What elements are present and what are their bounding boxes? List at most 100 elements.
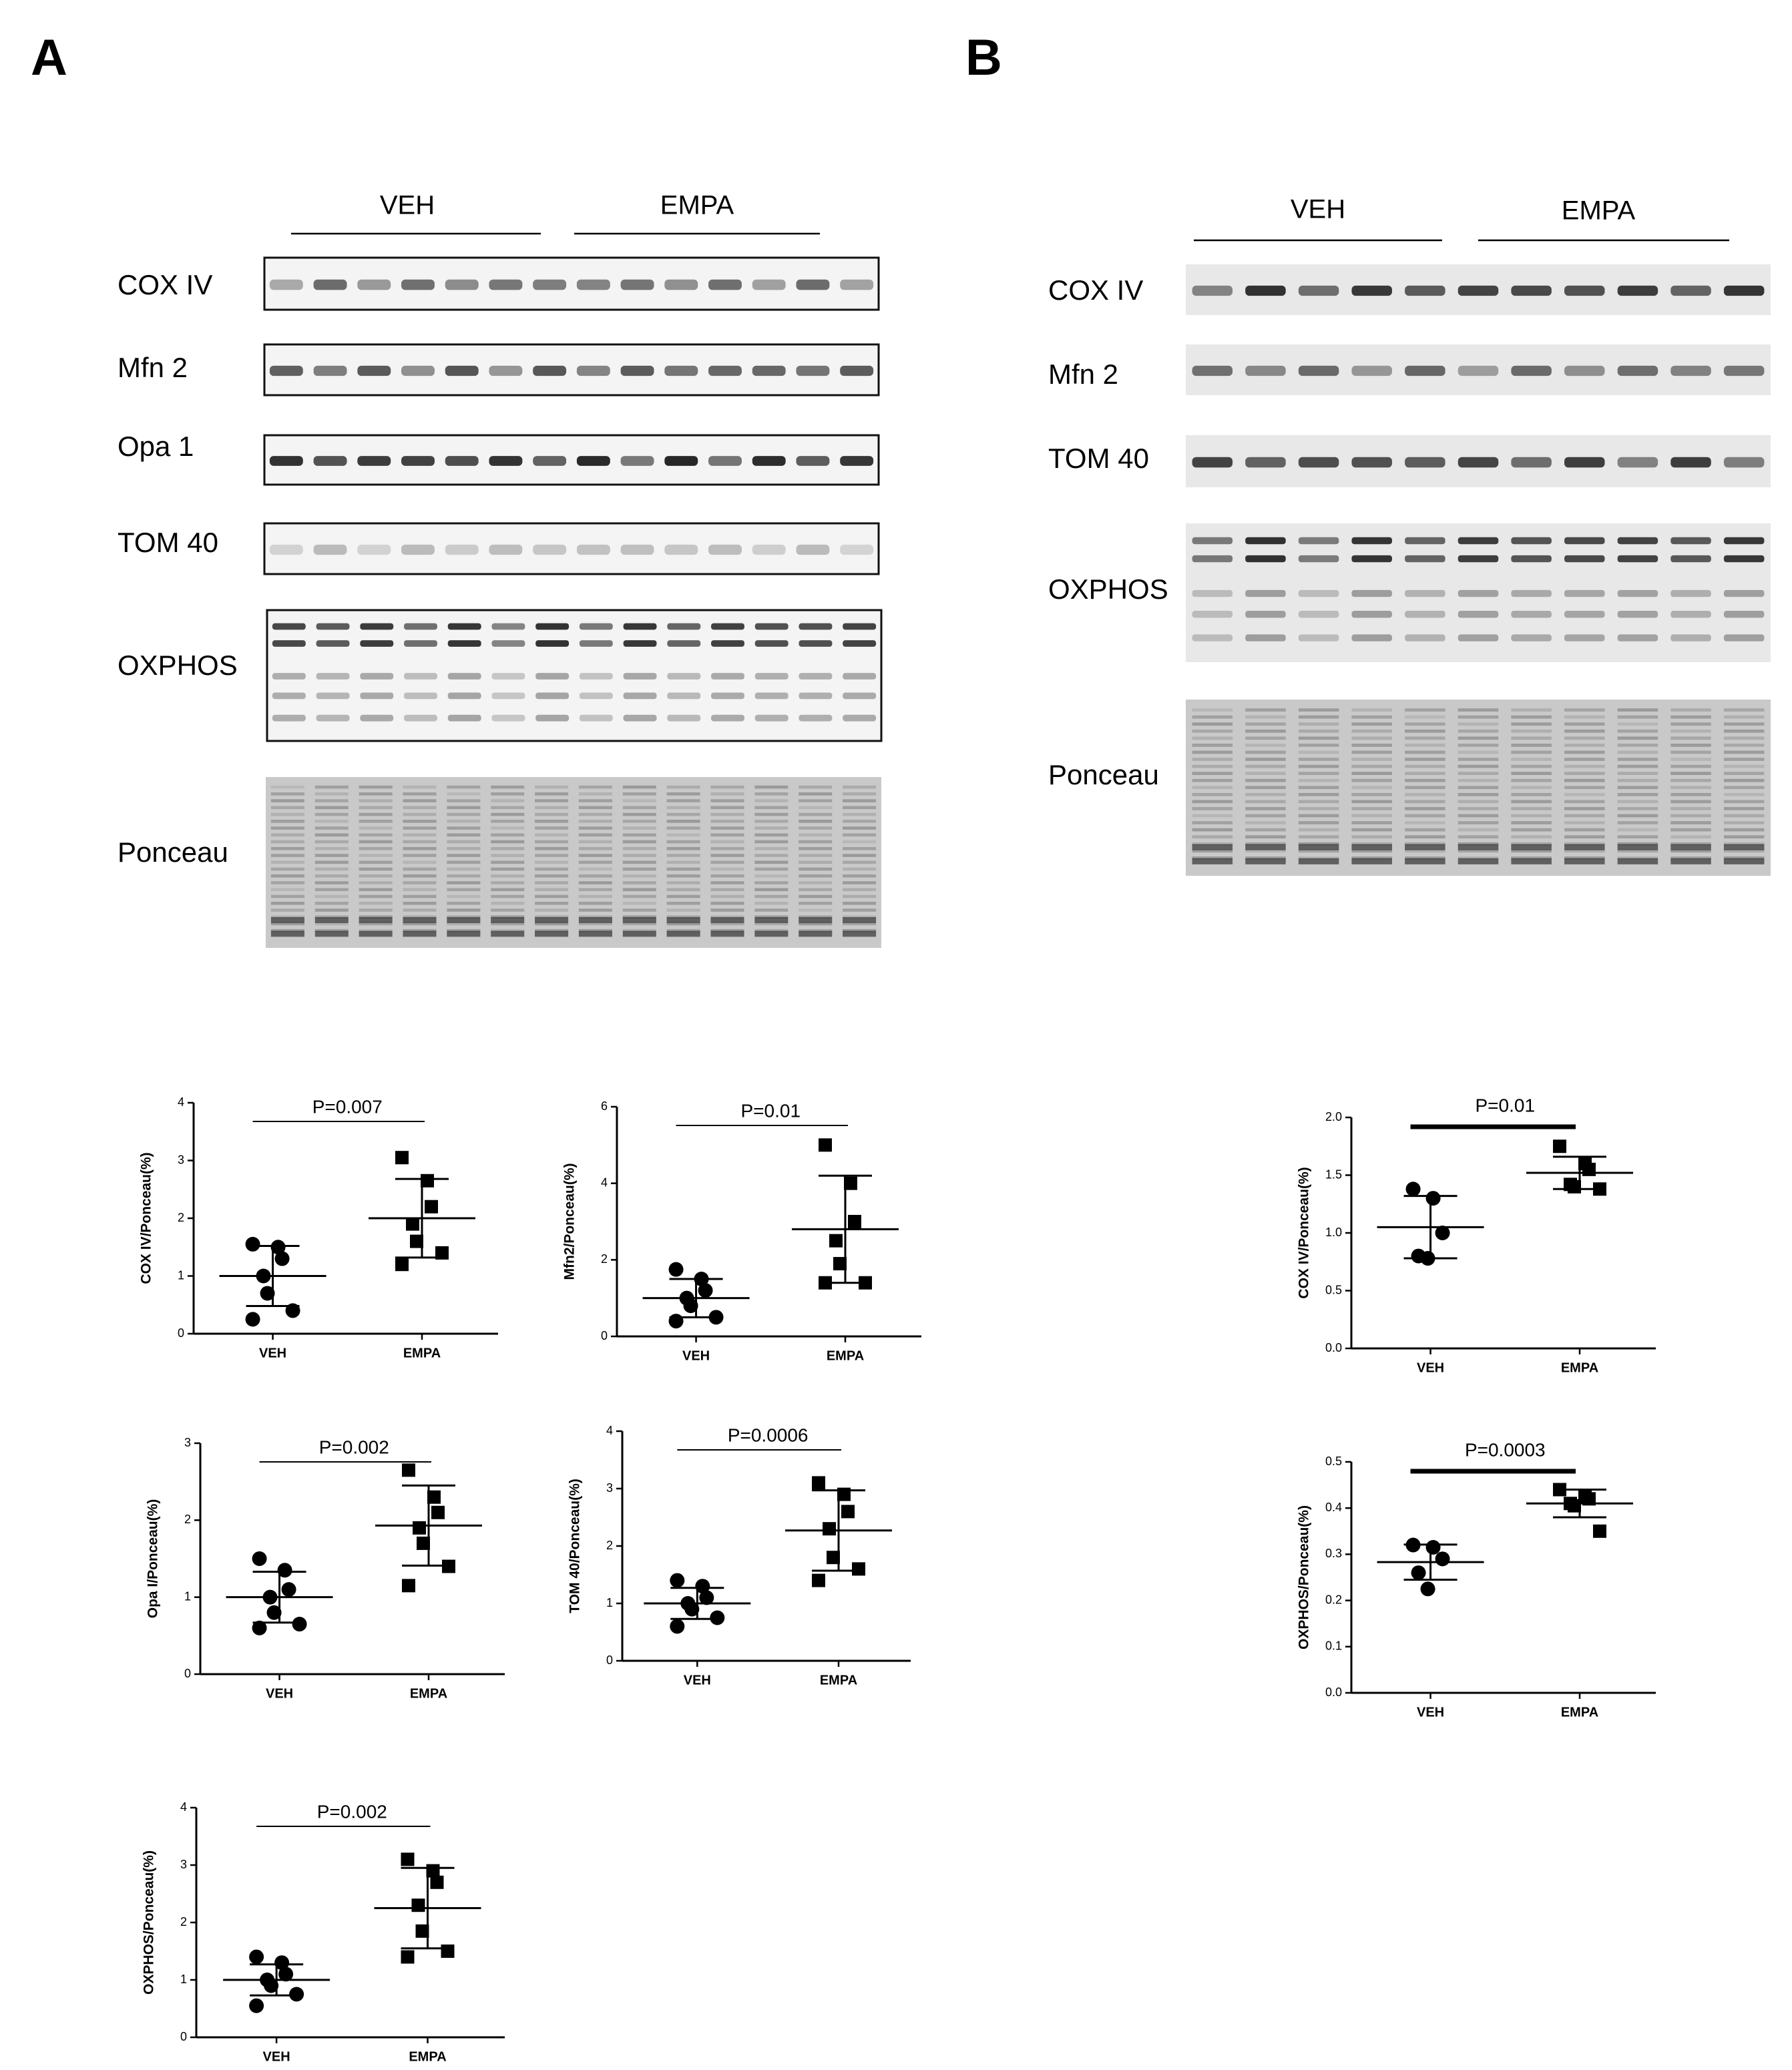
ponceau-band [1298, 858, 1339, 864]
ponceau-streak [1564, 828, 1605, 832]
ponceau-streak [1351, 778, 1392, 782]
ponceau-streak [799, 812, 833, 816]
ponceau-band [1405, 844, 1445, 850]
ponceau-streak [1458, 814, 1499, 818]
y-tick-label: 3 [180, 1858, 187, 1871]
ponceau-streak [270, 860, 304, 864]
ponceau-streak [1192, 828, 1233, 832]
ponceau-streak [754, 792, 789, 796]
ponceau-streak [1511, 856, 1552, 860]
ponceau-streak [314, 812, 349, 816]
data-point [684, 1601, 700, 1617]
ponceau-streak [799, 792, 833, 796]
ponceau-streak [1511, 722, 1552, 726]
ponceau-streak [1458, 786, 1499, 790]
ponceau-streak [447, 806, 481, 810]
ponceau-streak [1405, 835, 1445, 839]
blot-band [1351, 285, 1392, 296]
ponceau-streak [270, 833, 304, 837]
ponceau-streak [710, 799, 744, 802]
blot-band [623, 692, 657, 700]
p-value: P=0.007 [312, 1096, 383, 1117]
ponceau-streak [1670, 786, 1711, 790]
ponceau-streak [1564, 708, 1605, 712]
y-tick-label: 0.0 [1325, 1686, 1342, 1699]
y-axis-label: OXPHOS/Ponceau(%) [142, 1850, 157, 1995]
blot-band [1351, 634, 1392, 641]
ponceau-streak [1511, 792, 1552, 796]
ponceau-streak [1617, 715, 1658, 719]
blot-band [489, 365, 523, 376]
ponceau-streak [359, 894, 393, 898]
ponceau-streak [1564, 786, 1605, 790]
ponceau-streak [1617, 744, 1658, 747]
blot-band [843, 692, 877, 700]
data-point [1405, 1182, 1421, 1197]
ponceau-streak [270, 826, 304, 830]
ponceau-streak [403, 929, 437, 933]
ponceau-streak [1564, 821, 1605, 824]
ponceau-streak [535, 826, 569, 830]
ponceau-band [622, 931, 656, 937]
blot-band [401, 279, 435, 290]
data-point [1553, 1139, 1566, 1153]
ponceau-streak [1617, 849, 1658, 853]
ponceau-streak [1617, 722, 1658, 726]
ponceau-streak [1192, 814, 1233, 818]
ponceau-streak [710, 909, 744, 912]
blot-band [752, 544, 786, 555]
x-tick-label: VEH [263, 2049, 290, 2064]
ponceau-streak [1511, 758, 1552, 761]
blot-band [313, 279, 347, 290]
ponceau-streak [491, 894, 525, 898]
ponceau-streak [403, 867, 437, 871]
data-point [833, 1257, 847, 1271]
blot-band [1192, 555, 1233, 563]
ponceau-streak [314, 867, 349, 871]
ponceau-streak [710, 820, 744, 823]
ponceau-streak [754, 820, 789, 823]
ponceau-streak [1511, 772, 1552, 775]
ponceau-streak [1564, 736, 1605, 740]
blot-band [843, 623, 877, 630]
ponceau-streak [843, 881, 877, 884]
ponceau-streak [1458, 800, 1499, 804]
blot-band [533, 456, 567, 466]
ponceau-streak [754, 840, 789, 844]
blot-band [1351, 589, 1392, 597]
data-point [668, 1314, 684, 1329]
ponceau-band [754, 917, 789, 923]
blot-band [272, 673, 306, 680]
ponceau-band [578, 917, 612, 923]
ponceau-streak [270, 901, 304, 905]
blot-band [1245, 537, 1286, 545]
blot-band [1298, 285, 1339, 296]
ponceau-streak [447, 846, 481, 850]
blot-band [313, 544, 347, 555]
ponceau-streak [1405, 786, 1445, 790]
group-label: VEH [1291, 195, 1345, 224]
ponceau-band [447, 917, 481, 923]
blot-background [263, 522, 880, 575]
ponceau-streak [1245, 744, 1286, 747]
x-tick-label: EMPA [827, 1348, 864, 1363]
ponceau-streak [1298, 786, 1339, 790]
ponceau-streak [710, 806, 744, 810]
blot-band [1723, 634, 1765, 641]
blot-band [664, 456, 698, 466]
p-value: P=0.002 [319, 1437, 389, 1457]
blot-background [1186, 344, 1771, 395]
ponceau-streak [1670, 722, 1711, 726]
ponceau-streak [1405, 778, 1445, 782]
blot-label: Ponceau [118, 836, 228, 868]
ponceau-streak [1298, 842, 1339, 846]
blot-band [1192, 457, 1233, 468]
ponceau-streak [666, 909, 700, 912]
ponceau-streak [359, 799, 393, 802]
ponceau-band [799, 931, 833, 937]
blot-band [796, 544, 830, 555]
blot-band [840, 544, 874, 555]
ponceau-streak [1617, 772, 1658, 775]
ponceau-streak [535, 888, 569, 892]
blot-band [711, 623, 744, 630]
